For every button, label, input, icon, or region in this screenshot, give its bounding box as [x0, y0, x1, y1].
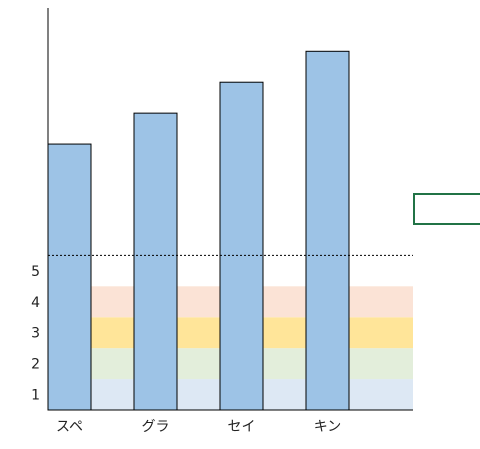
y-tick-label: 5: [31, 264, 40, 280]
bar-3: [219, 81, 264, 411]
bar-4: [305, 50, 350, 411]
y-tick-label: 4: [31, 295, 40, 311]
bar-layer: [47, 50, 350, 411]
x-tick-label: セイ: [228, 419, 256, 435]
x-tick-label: スペ: [56, 419, 83, 435]
y-tick-label: 3: [31, 326, 40, 342]
x-tick-label: グラ: [142, 419, 170, 435]
y-tick-label: 1: [31, 388, 40, 404]
y-tick-labels: 1 2 3 4 5: [31, 264, 40, 404]
x-tick-label: キン: [314, 419, 342, 435]
y-tick-label: 2: [31, 357, 40, 373]
x-tick-labels: スペ グラ セイ キン: [56, 419, 341, 435]
bar-2: [133, 112, 178, 411]
selected-cell[interactable]: [413, 193, 480, 225]
bar-1: [47, 143, 92, 411]
